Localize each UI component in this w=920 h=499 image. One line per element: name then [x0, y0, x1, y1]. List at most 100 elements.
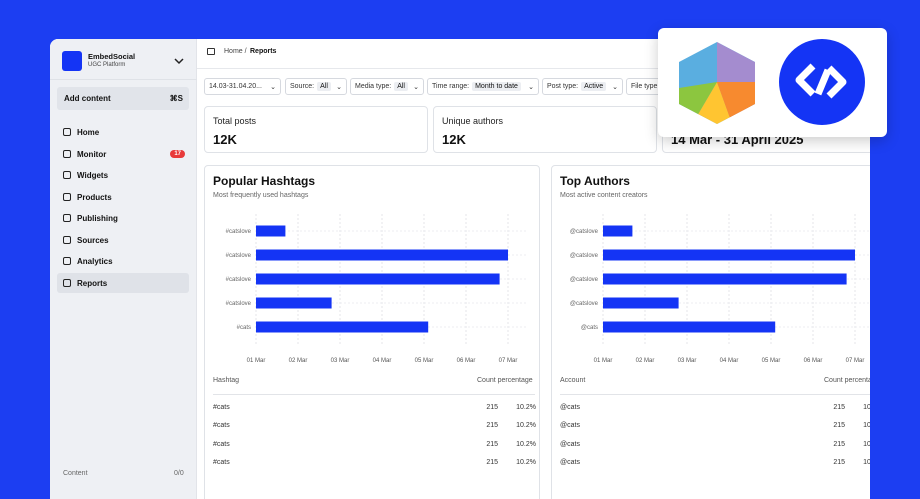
- add-content[interactable]: Add content ⌘S: [57, 87, 189, 110]
- cell-percent: 10.2%: [863, 458, 870, 466]
- breadcrumb[interactable]: Home /: [224, 48, 247, 55]
- nav-icon: [63, 257, 71, 265]
- filter-label: Source:: [290, 83, 315, 90]
- y-tick-label: #catslove: [226, 253, 252, 259]
- cell-percent: 10.2%: [516, 458, 536, 466]
- filter-value: All: [394, 82, 408, 91]
- y-tick-label: #catslove: [226, 301, 252, 307]
- shortcut: ⌘S: [169, 94, 183, 103]
- y-tick-label: #catslove: [226, 277, 252, 283]
- cell-count: 215: [486, 440, 498, 448]
- x-tick-label: 01 Mar: [594, 358, 613, 364]
- stat-value: 12K: [442, 132, 466, 147]
- sidebar: EmbedSocial UGC Platform Add content ⌘S …: [50, 39, 197, 499]
- bar-chart: 01 Mar 02 Mar 03 Mar 04 Mar 05 Mar 06 Mar 07 M…: [226, 214, 526, 364]
- nav-item[interactable]: Reports: [57, 273, 189, 293]
- filter[interactable]: Post type: Active ⌄: [542, 78, 623, 95]
- cell-name: @cats: [560, 440, 580, 448]
- cell-name: #cats: [213, 440, 230, 448]
- nav-label: Monitor: [77, 149, 107, 159]
- stat-card: Total posts 12K: [204, 106, 428, 153]
- filter[interactable]: Source: All ⌄: [285, 78, 347, 95]
- nav-item[interactable]: Home: [57, 122, 189, 142]
- nav-item[interactable]: Analytics: [57, 251, 189, 271]
- stat-card: Unique authors 12K: [433, 106, 657, 153]
- footer-count: 0/0: [174, 470, 184, 477]
- cell-name: #cats: [213, 458, 230, 466]
- y-tick-label: @catslove: [570, 277, 599, 283]
- filter[interactable]: Time range: Month to date ⌄: [427, 78, 539, 95]
- nav-icon: [63, 279, 71, 287]
- cell-percent: 10.2%: [863, 440, 870, 448]
- nav-label: Widgets: [77, 170, 109, 180]
- logo-card: [658, 28, 887, 137]
- x-tick-label: 05 Mar: [415, 358, 434, 364]
- cell-name: @cats: [560, 458, 580, 466]
- bar: [256, 249, 508, 261]
- bar: [256, 321, 429, 333]
- filter[interactable]: 14.03-31.04.20... ⌄: [204, 78, 281, 95]
- filter-caret: ⌄: [413, 83, 419, 91]
- panel-title: Top Authors: [560, 174, 630, 188]
- x-tick-label: 03 Mar: [331, 358, 350, 364]
- nav-item[interactable]: Widgets: [57, 165, 189, 185]
- panel-icon[interactable]: [207, 48, 215, 55]
- add-content-label: Add content: [64, 94, 111, 103]
- cell-percent: 10.2%: [516, 422, 536, 430]
- filter-value: Month to date: [472, 82, 521, 91]
- table-header: Count percentage: [824, 377, 870, 384]
- filter-caret: ⌄: [336, 83, 342, 91]
- panel-subtitle: Most active content creators: [560, 192, 648, 199]
- filter-caret: ⌄: [270, 83, 276, 91]
- stat-label: Total posts: [213, 116, 257, 126]
- filter-label: 14.03-31.04.20...: [209, 83, 262, 90]
- brand: EmbedSocial: [88, 52, 136, 61]
- y-tick-label: @catslove: [570, 229, 599, 235]
- y-tick-label: @cats: [581, 325, 598, 331]
- y-tick-label: @catslove: [570, 301, 599, 307]
- cell-name: @cats: [560, 404, 580, 411]
- panel: Popular Hashtags Most frequently used has…: [204, 165, 540, 499]
- y-tick-label: @catslove: [570, 253, 599, 259]
- cell-name: #cats: [213, 422, 230, 430]
- bar: [256, 225, 286, 237]
- cell-count: 215: [833, 404, 845, 411]
- filter-label: Time range:: [432, 83, 470, 90]
- table-rule: [560, 394, 870, 395]
- brand-subtitle: UGC Platform: [88, 62, 126, 68]
- stat-value: 12K: [213, 132, 237, 147]
- cell-count: 215: [833, 458, 845, 466]
- x-tick-label: 02 Mar: [289, 358, 308, 364]
- nav-icon: [63, 236, 71, 244]
- x-tick-label: 06 Mar: [804, 358, 823, 364]
- filter-caret: ⌄: [612, 83, 618, 91]
- nav-label: Analytics: [77, 256, 113, 266]
- x-tick-label: 02 Mar: [636, 358, 655, 364]
- cell-count: 215: [486, 458, 498, 466]
- nav-icon: [63, 171, 71, 179]
- filter-label: Post type:: [547, 83, 579, 90]
- cell-count: 215: [486, 404, 498, 411]
- bar: [603, 321, 776, 333]
- nav-label: Products: [77, 192, 112, 202]
- y-tick-label: #catslove: [226, 229, 252, 235]
- filter-caret: ⌄: [528, 83, 534, 91]
- nav-item[interactable]: Publishing: [57, 208, 189, 228]
- panel-subtitle: Most frequently used hashtags: [213, 192, 309, 199]
- table-header: Count percentage: [477, 377, 533, 384]
- bar: [256, 297, 332, 309]
- panel: Top Authors Most active content creators 0…: [551, 165, 870, 499]
- nav-icon: [63, 214, 71, 222]
- cell-count: 215: [833, 440, 845, 448]
- panel-title: Popular Hashtags: [213, 174, 316, 188]
- x-tick-label: 07 Mar: [499, 358, 518, 364]
- filter-label: Media type:: [355, 83, 392, 90]
- nav-item[interactable]: Products: [57, 187, 189, 207]
- nav-badge: 17: [170, 150, 185, 158]
- nav-item[interactable]: Monitor 17: [57, 144, 189, 164]
- nav-item[interactable]: Sources: [57, 230, 189, 250]
- filter[interactable]: Media type: All ⌄: [350, 78, 424, 95]
- chevron[interactable]: [174, 57, 184, 65]
- x-tick-label: 07 Mar: [846, 358, 865, 364]
- bar: [603, 297, 679, 309]
